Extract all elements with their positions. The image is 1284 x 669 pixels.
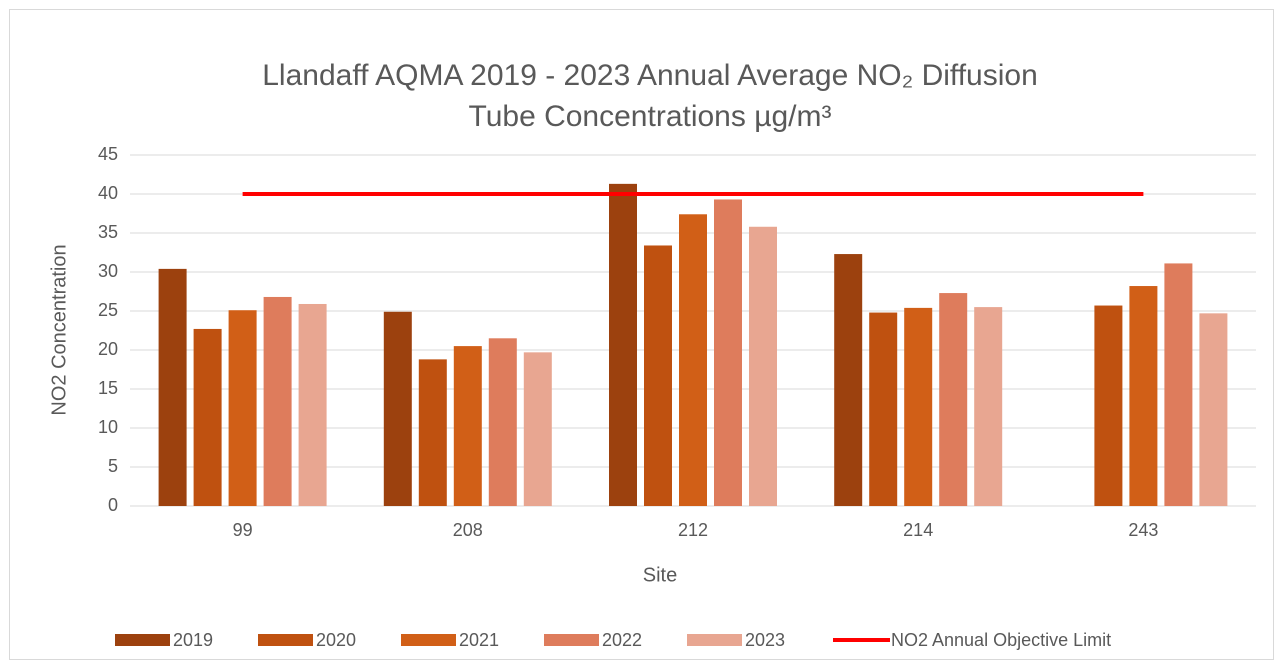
y-tick-label: 30 bbox=[98, 261, 118, 281]
y-tick-label: 45 bbox=[98, 144, 118, 164]
x-tick-label: 214 bbox=[903, 520, 933, 540]
bar bbox=[523, 352, 552, 506]
bar bbox=[193, 328, 222, 506]
legend-swatch bbox=[115, 634, 170, 646]
bar bbox=[974, 307, 1003, 506]
y-tick-label: 20 bbox=[98, 339, 118, 359]
legend-label: 2022 bbox=[602, 630, 642, 650]
bar bbox=[228, 310, 257, 506]
bar bbox=[418, 359, 447, 506]
bar bbox=[679, 214, 707, 506]
legend-swatch bbox=[258, 634, 313, 646]
y-tick-label: 15 bbox=[98, 378, 118, 398]
legend-label: 2023 bbox=[745, 630, 785, 650]
legend-label: 2020 bbox=[316, 630, 356, 650]
y-axis-label: NO2 Concentration bbox=[48, 244, 70, 415]
y-tick-label: 10 bbox=[98, 417, 118, 437]
bar bbox=[453, 346, 482, 506]
bar bbox=[609, 183, 637, 507]
x-axis-label: Site bbox=[643, 564, 677, 586]
bar bbox=[1164, 263, 1193, 506]
legend-swatch bbox=[401, 634, 456, 646]
legend-swatch bbox=[544, 634, 599, 646]
y-tick-label: 40 bbox=[98, 183, 118, 203]
chart-title: Tube Concentrations µg/m³ bbox=[468, 100, 831, 133]
x-tick-label: 99 bbox=[233, 520, 253, 540]
bar bbox=[714, 199, 742, 506]
bar bbox=[383, 311, 412, 506]
bar bbox=[263, 296, 292, 506]
bar bbox=[1199, 313, 1228, 506]
bar bbox=[904, 307, 933, 506]
legend-label: 2019 bbox=[173, 630, 213, 650]
bar bbox=[158, 268, 187, 506]
x-tick-label: 212 bbox=[678, 520, 708, 540]
legend-swatch bbox=[687, 634, 742, 646]
bar bbox=[644, 245, 672, 507]
bar bbox=[834, 254, 863, 506]
legend-label: NO2 Annual Objective Limit bbox=[891, 630, 1111, 650]
y-tick-label: 35 bbox=[98, 222, 118, 242]
bar bbox=[1094, 305, 1123, 506]
bar bbox=[869, 312, 898, 506]
x-tick-label: 243 bbox=[1128, 520, 1158, 540]
bar bbox=[488, 338, 517, 506]
y-tick-label: 5 bbox=[108, 456, 118, 476]
bar bbox=[939, 293, 968, 506]
y-tick-label: 25 bbox=[98, 300, 118, 320]
bar bbox=[749, 226, 777, 506]
x-tick-label: 208 bbox=[453, 520, 483, 540]
bar bbox=[298, 303, 327, 506]
bar bbox=[1129, 286, 1158, 506]
y-tick-label: 0 bbox=[108, 495, 118, 515]
chart-title: Llandaff AQMA 2019 - 2023 Annual Average… bbox=[262, 59, 1038, 92]
legend-label: 2021 bbox=[459, 630, 499, 650]
